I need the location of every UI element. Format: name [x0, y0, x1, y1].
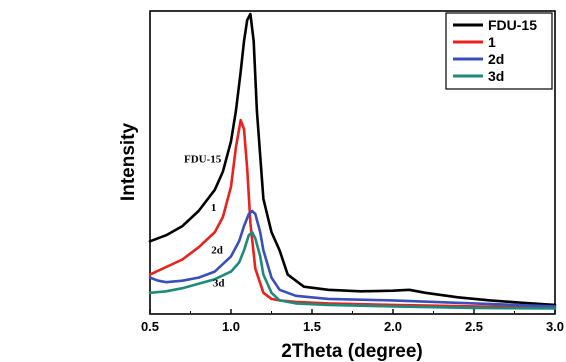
x-tick-label: 1.0	[222, 319, 240, 334]
y-axis-title: Intensity	[118, 123, 139, 202]
legend-label: 1	[488, 34, 496, 50]
curve-annotation: 2d	[211, 244, 223, 256]
curve-annotation: 3d	[213, 278, 225, 290]
x-tick-label: 0.5	[141, 319, 159, 334]
legend-label: 2d	[488, 51, 504, 67]
curve-annotation: 1	[211, 202, 217, 214]
annotation-layer: FDU-15 1 2d 3d	[184, 154, 225, 290]
legend-label: FDU-15	[488, 17, 537, 33]
series-line-3d	[148, 230, 557, 310]
x-tick-label: 2.0	[384, 319, 402, 334]
x-tick-label: 1.5	[303, 319, 321, 334]
series-layer	[148, 12, 557, 310]
x-axis-title: 2Theta (degree)	[281, 341, 422, 362]
x-tick-label: 2.5	[465, 319, 483, 334]
series-line-2d	[148, 209, 557, 308]
x-axis-ticks: 0.5 1.0 1.5 2.0 2.5 3.0	[141, 309, 564, 334]
series-line-fdu-15	[148, 12, 557, 307]
legend-label: 3d	[488, 68, 504, 84]
x-tick-label: 3.0	[546, 319, 564, 334]
curve-annotation: FDU-15	[184, 154, 222, 166]
series-line-1	[148, 118, 557, 310]
